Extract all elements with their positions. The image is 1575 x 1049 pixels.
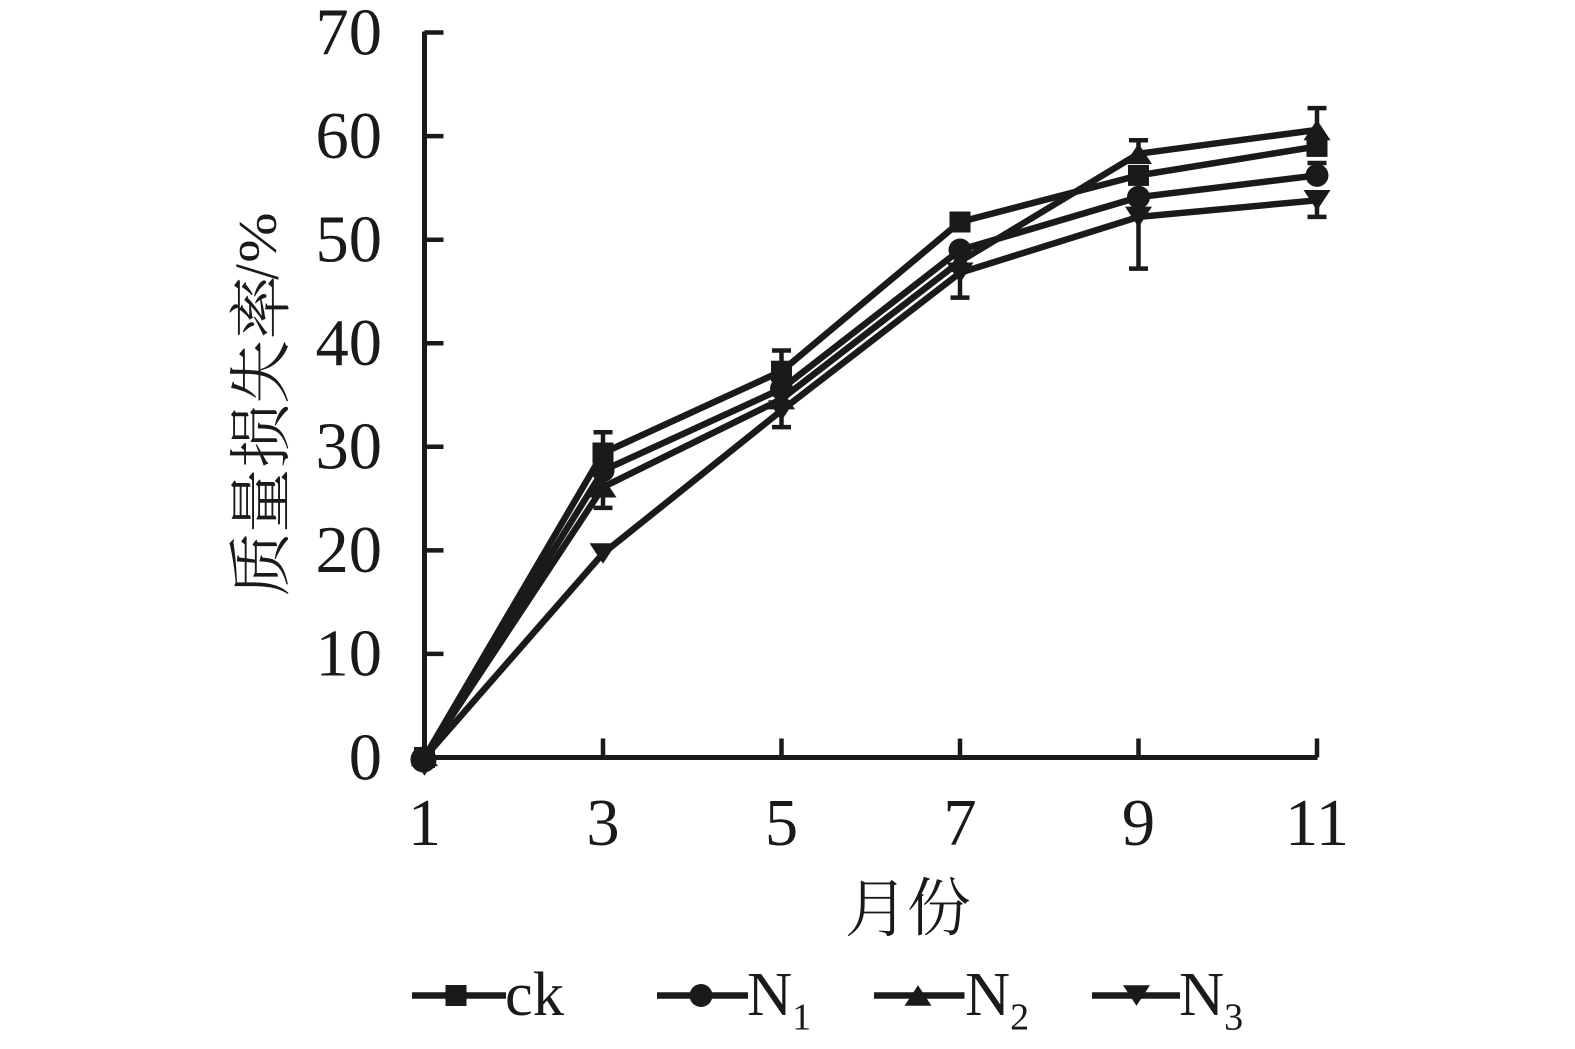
svg-text:60: 60 — [316, 100, 383, 173]
svg-text:5: 5 — [765, 787, 798, 860]
svg-text:1: 1 — [408, 787, 441, 860]
svg-text:70: 70 — [316, 0, 383, 69]
svg-text:9: 9 — [1122, 787, 1155, 860]
svg-text:50: 50 — [316, 204, 383, 277]
svg-text:7: 7 — [943, 787, 976, 860]
svg-text:20: 20 — [316, 514, 383, 587]
svg-text:10: 10 — [316, 618, 383, 691]
svg-text:ck: ck — [505, 959, 565, 1029]
svg-text:11: 11 — [1285, 787, 1349, 860]
svg-text:0: 0 — [349, 721, 382, 794]
svg-text:30: 30 — [316, 411, 383, 484]
svg-text:3: 3 — [586, 787, 619, 860]
svg-text:40: 40 — [316, 307, 383, 380]
svg-text:N2: N2 — [965, 959, 1029, 1038]
